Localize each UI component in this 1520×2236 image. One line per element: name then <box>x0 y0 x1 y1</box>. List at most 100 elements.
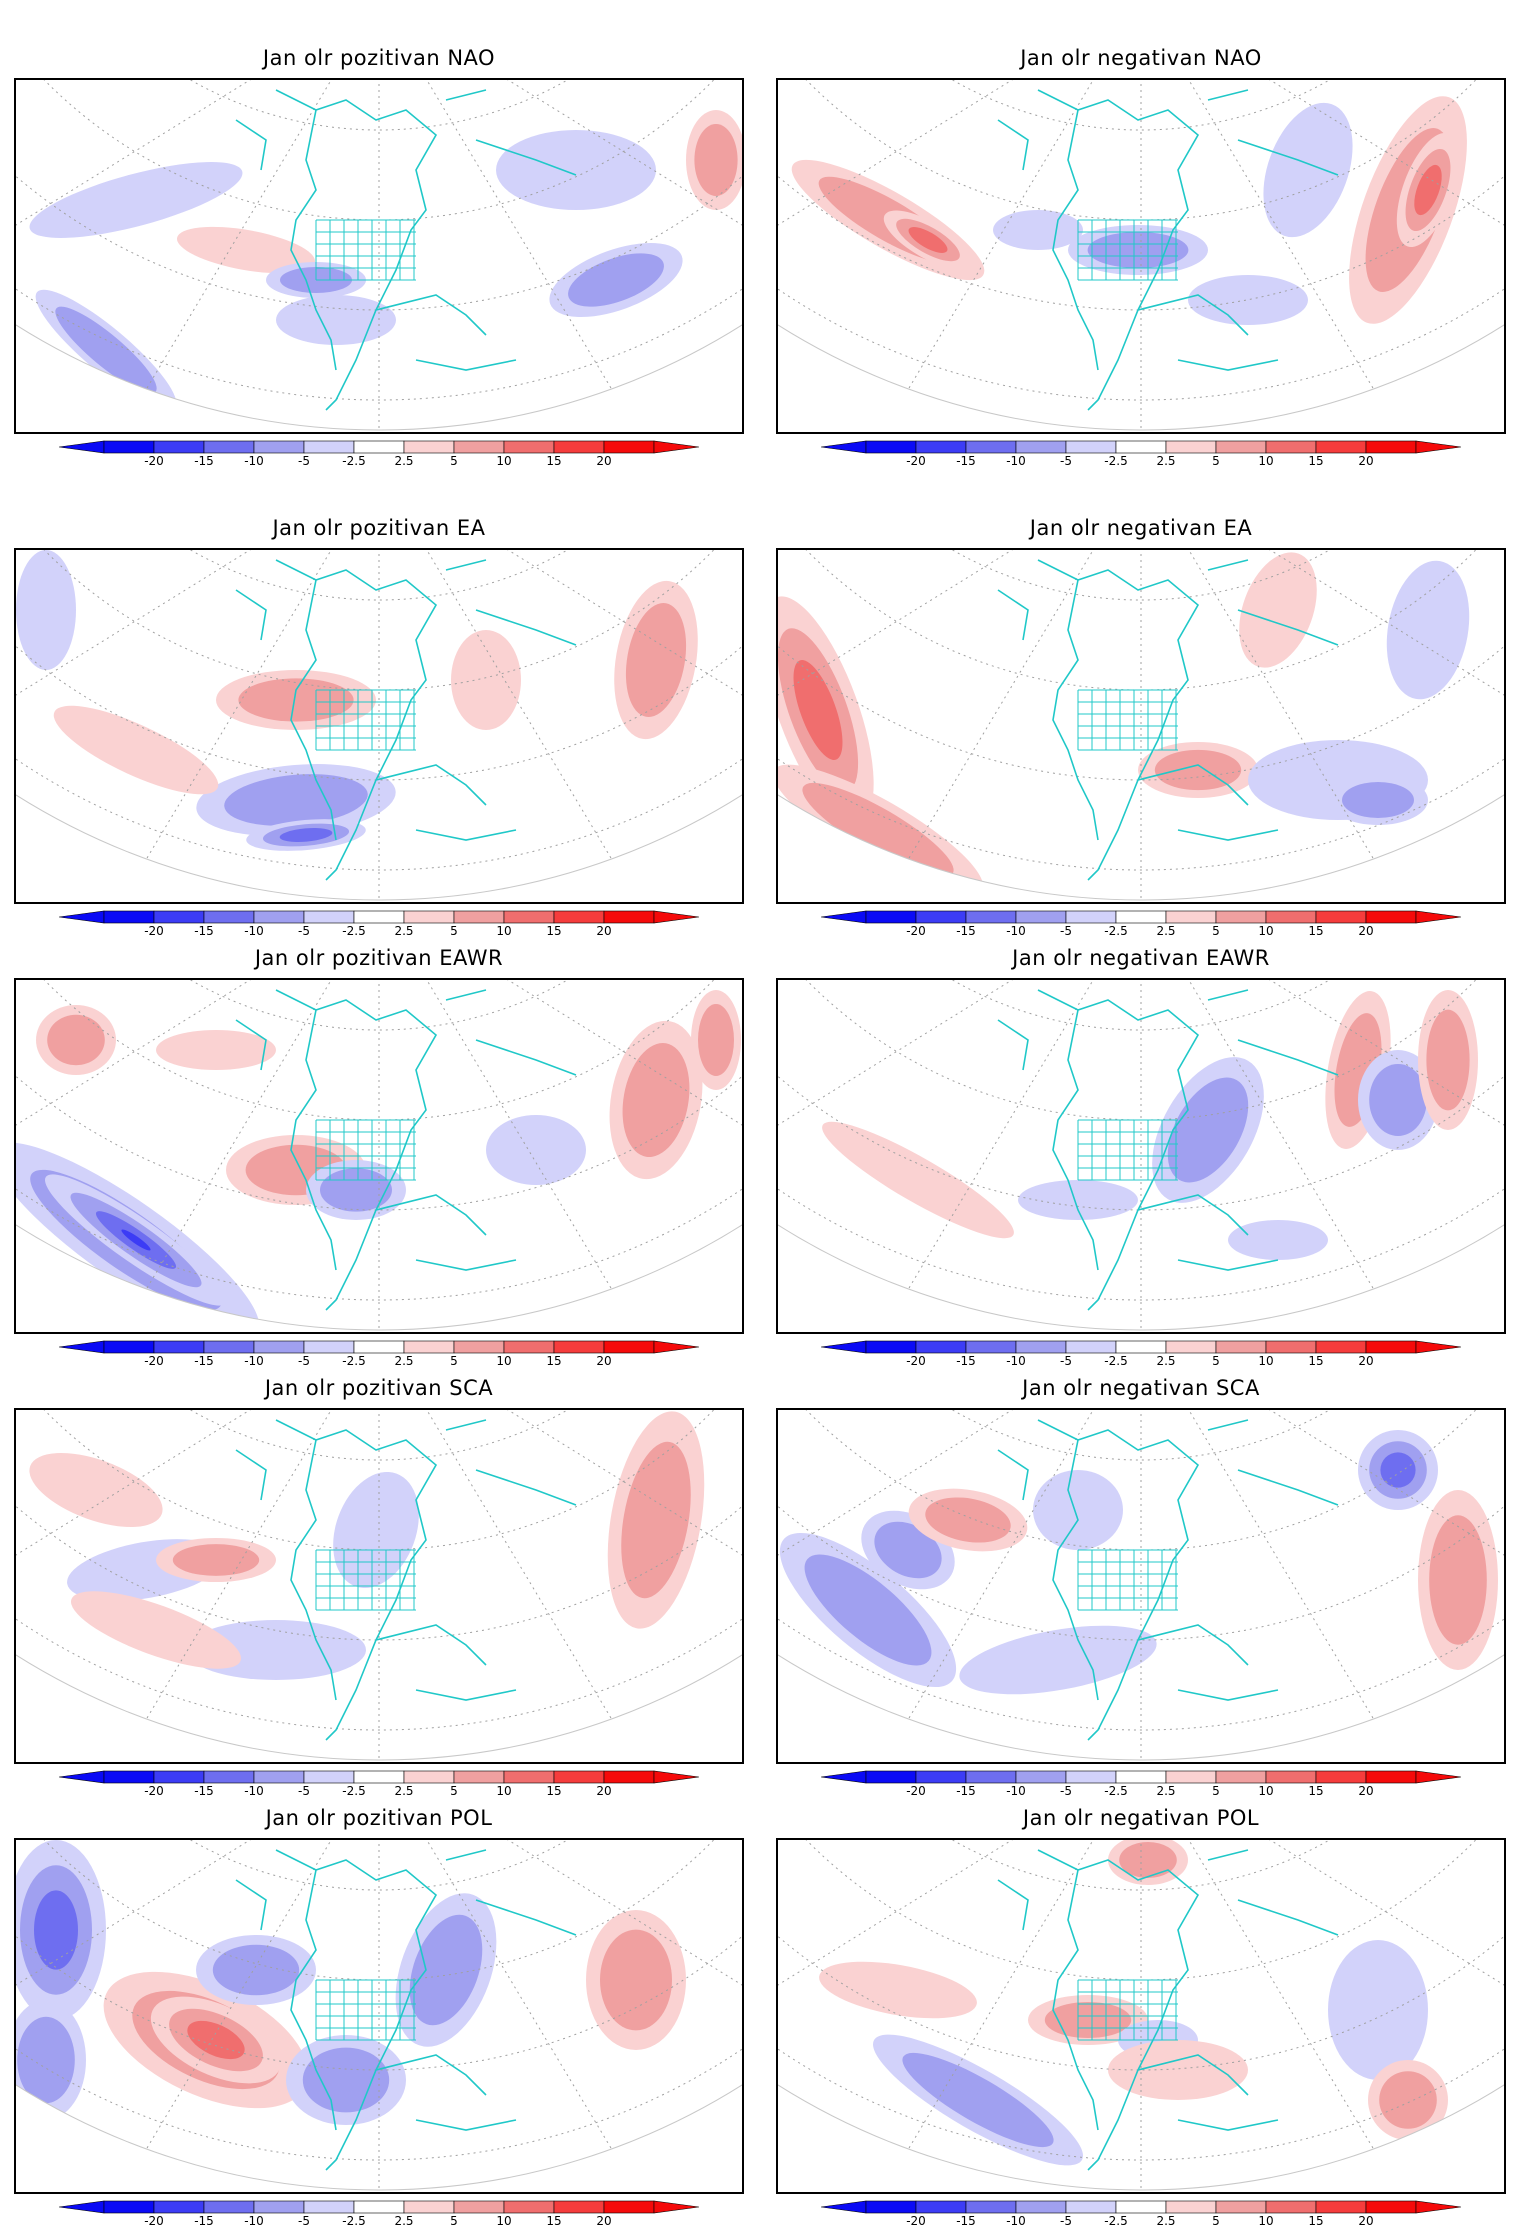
colorbar-tick-label: -5 <box>298 1784 310 1798</box>
colorbar-tick-label: 15 <box>546 454 562 468</box>
colorbar-tick-label: -15 <box>956 454 976 468</box>
colorbar-tick-label: 10 <box>496 924 512 938</box>
positive-anomaly <box>1414 164 1442 216</box>
polar-map <box>778 80 1504 431</box>
map-frame <box>776 1838 1506 2194</box>
colorbar-tick-label: -15 <box>194 924 214 938</box>
colorbar-tick-label: 15 <box>546 924 562 938</box>
colorbar-swatch <box>965 1340 1017 1354</box>
colorbar-tick-label: -10 <box>1006 454 1026 468</box>
colorbar-swatch <box>103 910 155 924</box>
colorbar-tick-label: 5 <box>450 924 458 938</box>
colorbar: -20 -15 -10 -5 -2.5 2.5 5 10 15 20 <box>821 1340 1461 1376</box>
colorbar-tick-label: 20 <box>596 1784 612 1798</box>
colorbar-tick-label: 20 <box>596 2214 612 2228</box>
negative-anomaly <box>1263 102 1353 238</box>
colorbar-swatch <box>303 910 355 924</box>
colorbar-tick-label: -20 <box>144 2214 164 2228</box>
colorbar-swatch <box>1165 1770 1217 1784</box>
colorbar-swatch <box>503 1340 555 1354</box>
colorbar-swatch <box>603 1340 655 1354</box>
negative-anomaly <box>276 295 396 345</box>
polar-map <box>778 1410 1504 1761</box>
colorbar-swatch <box>1015 1770 1067 1784</box>
colorbar-swatch <box>153 2200 205 2214</box>
negative-anomaly <box>496 130 656 210</box>
negative-anomaly <box>1087 232 1189 268</box>
colorbar-swatch <box>153 910 205 924</box>
negative-anomaly <box>121 1229 151 1251</box>
colorbar-tick-label: 2.5 <box>394 2214 414 2228</box>
colorbar-tick-label: -2.5 <box>1104 2214 1128 2228</box>
colorbar-tick-label: -20 <box>906 454 926 468</box>
colorbar-tick-label: -20 <box>906 1784 926 1798</box>
colorbar-swatch <box>603 1770 655 1784</box>
map-frame <box>776 548 1506 904</box>
colorbar-tick-label: -20 <box>144 454 164 468</box>
positive-anomaly <box>698 1004 734 1076</box>
colorbar-tick-label: -2.5 <box>342 2214 366 2228</box>
colorbar-swatch <box>915 910 967 924</box>
map-frame <box>14 1838 744 2194</box>
colorbar: -20 -15 -10 -5 -2.5 2.5 5 10 15 20 <box>821 1770 1461 1806</box>
panel-title: Jan olr negativan POL <box>1022 1806 1260 1830</box>
map-frame <box>776 1408 1506 1764</box>
map-panel: Jan olr negativan NAO -20 -15 -10 -5 -2.5 2.5 5… <box>776 46 1506 476</box>
colorbar-swatch <box>353 1340 405 1354</box>
colorbar-tick-label: 15 <box>546 1354 562 1368</box>
map-frame <box>14 1408 744 1764</box>
colorbar-tick-label: -5 <box>1060 1354 1072 1368</box>
positive-anomaly <box>1108 2040 1248 2100</box>
panel-title: Jan olr negativan NAO <box>1020 46 1262 70</box>
coastline <box>997 89 1339 411</box>
colorbar-tick-label: 15 <box>1308 924 1324 938</box>
negative-anomaly <box>1188 275 1308 325</box>
colorbar-swatch <box>453 2200 505 2214</box>
colorbar-tick-label: 2.5 <box>394 1354 414 1368</box>
colorbar-swatch <box>1065 1770 1117 1784</box>
colorbar-tick-label: 5 <box>1212 454 1220 468</box>
colorbar-swatch <box>403 2200 455 2214</box>
coastline <box>997 1419 1339 1741</box>
colorbar-swatch <box>503 2200 555 2214</box>
colorbar-swatch <box>553 440 605 454</box>
positive-anomaly <box>451 630 521 730</box>
colorbar-tick-label: -10 <box>244 1354 264 1368</box>
colorbar: -20 -15 -10 -5 -2.5 2.5 5 10 15 20 <box>59 1340 699 1376</box>
colorbar-swatch <box>203 1340 255 1354</box>
negative-anomaly <box>17 2016 75 2104</box>
colorbar-tick-label: -5 <box>1060 924 1072 938</box>
colorbar-tick-label: 10 <box>496 454 512 468</box>
colorbar-swatch <box>1215 440 1267 454</box>
positive-anomaly <box>1119 1842 1177 1878</box>
colorbar-swatch <box>965 910 1017 924</box>
colorbar-tick-label: 20 <box>1358 454 1374 468</box>
colorbar-swatch <box>303 440 355 454</box>
colorbar-swatch <box>1015 2200 1067 2214</box>
colorbar-swatch <box>303 1340 355 1354</box>
colorbar-swatch <box>1115 1340 1167 1354</box>
panel-title: Jan olr pozitivan EAWR <box>254 946 504 970</box>
colorbar-swatch <box>1365 1770 1417 1784</box>
polar-map <box>16 1840 742 2191</box>
colorbar-tick-label: -15 <box>956 2214 976 2228</box>
negative-anomaly <box>320 1168 392 1212</box>
positive-anomaly <box>908 227 948 253</box>
colorbar-tick-label: 15 <box>1308 454 1324 468</box>
colorbar-tick-label: 10 <box>1258 1784 1274 1798</box>
colorbar-tick-label: 10 <box>1258 2214 1274 2228</box>
colorbar-swatch <box>1265 440 1317 454</box>
positive-anomaly <box>1239 552 1317 668</box>
colorbar-swatch <box>553 1340 605 1354</box>
negative-anomaly <box>959 1625 1157 1695</box>
colorbar-tick-label: 10 <box>1258 454 1274 468</box>
map-panel: Jan olr pozitivan NAO -20 -15 -10 -5 -2.5 2.5 5… <box>14 46 744 476</box>
colorbar-tick-label: -5 <box>1060 2214 1072 2228</box>
positive-anomaly <box>156 1030 276 1070</box>
colorbar-tick-label: -2.5 <box>1104 924 1128 938</box>
colorbar: -20 -15 -10 -5 -2.5 2.5 5 10 15 20 <box>59 1770 699 1806</box>
positive-anomaly <box>819 1961 977 2019</box>
negative-anomaly <box>16 550 76 670</box>
polar-map <box>778 1840 1504 2191</box>
panel-title: Jan olr pozitivan NAO <box>262 46 496 70</box>
